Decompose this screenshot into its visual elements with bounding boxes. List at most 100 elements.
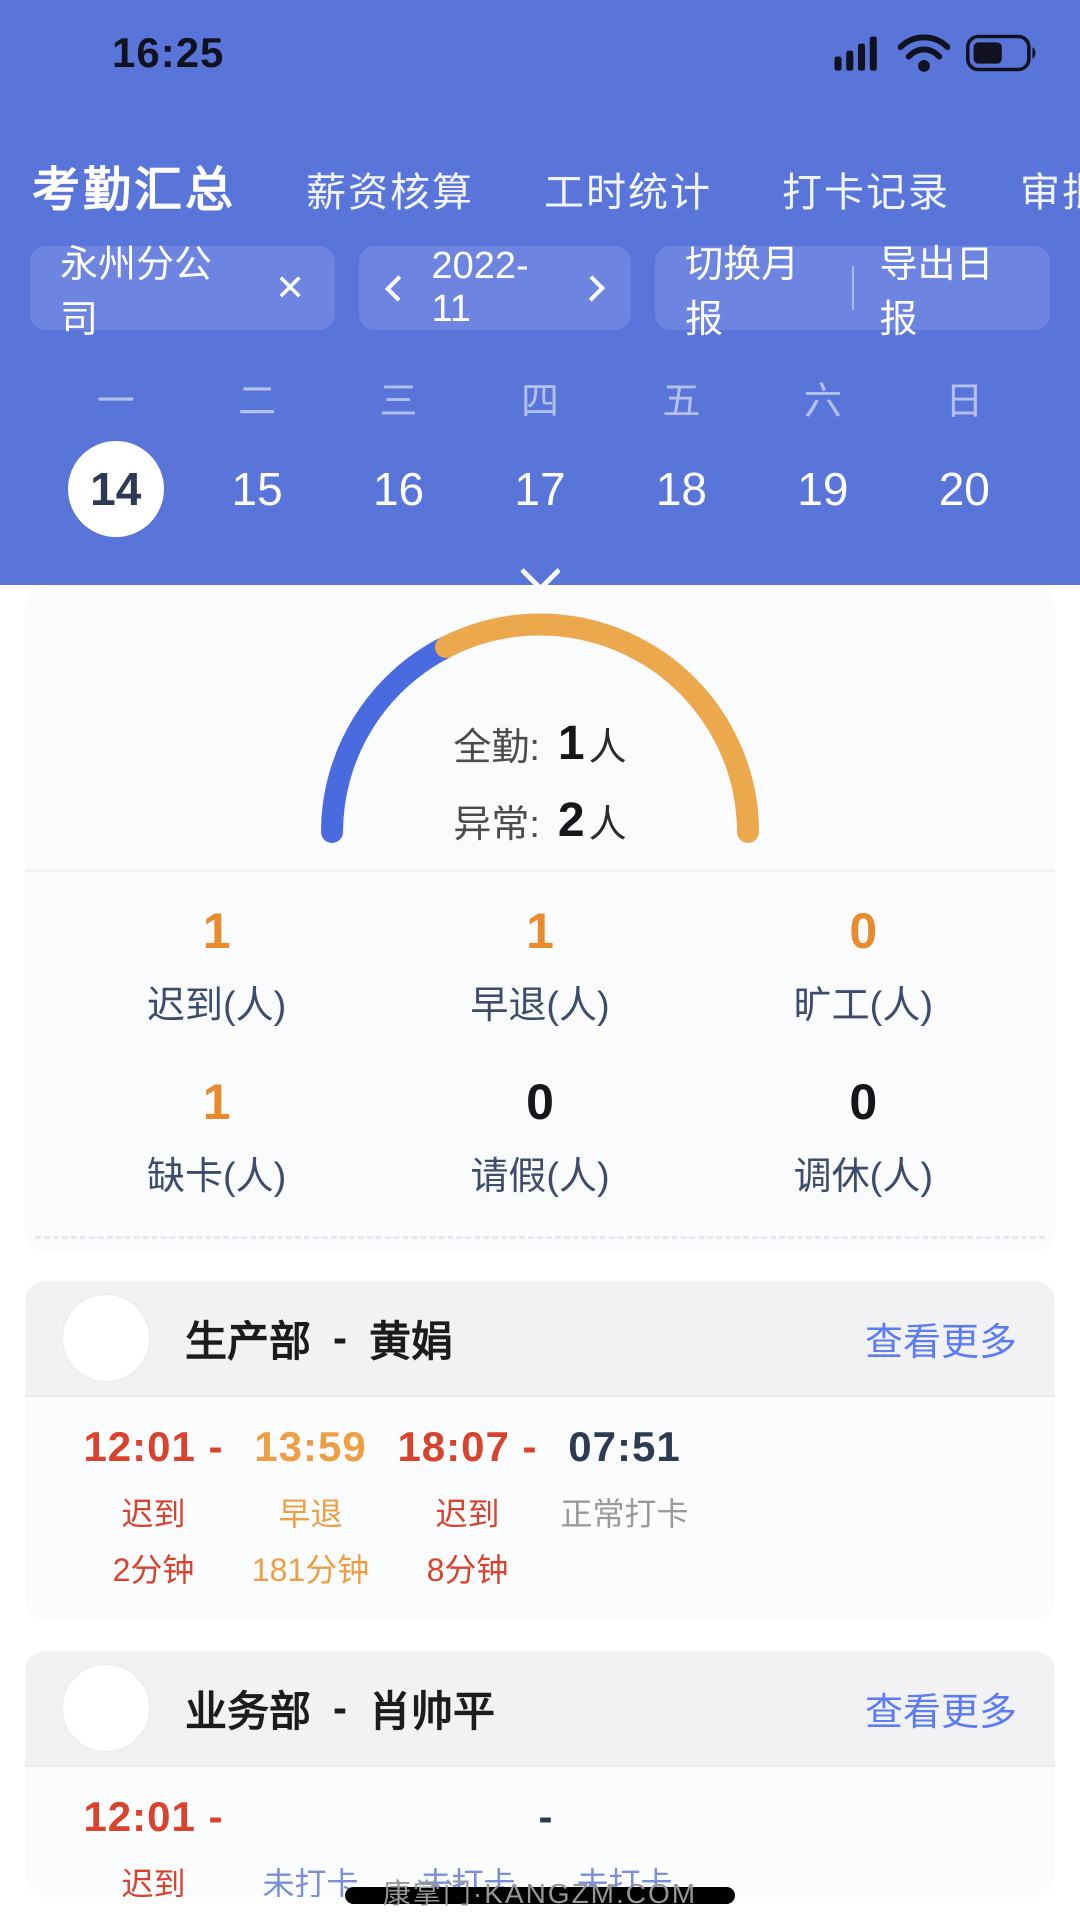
detail-row: 2分钟 181分钟 8分钟 [75, 1535, 1055, 1591]
tab-attendance-summary[interactable]: 考勤汇总 [32, 164, 237, 217]
month-picker: 2022-11 [359, 245, 632, 330]
stat-value: 1 [202, 1074, 231, 1130]
month-value: 2022-11 [431, 245, 529, 330]
stat-late: 1 迟到(人) [55, 902, 378, 1029]
employee-header: 业务部 - 肖帅平 查看更多 [25, 1651, 1055, 1765]
punch-time: 18:07 - [397, 1423, 538, 1470]
title-separator: - [333, 1314, 348, 1361]
home-indicator[interactable] [345, 1887, 735, 1904]
close-icon[interactable]: ✕ [275, 267, 306, 308]
punch-status: 迟到 [121, 1496, 186, 1532]
employee-header: 生产部 - 黄娟 查看更多 [25, 1281, 1055, 1395]
employee-title: 业务部 - 肖帅平 [185, 1678, 495, 1739]
filter-row: 永州分公司 ✕ 2022-11 切换月报 导出日报 [0, 244, 1080, 341]
punch-status: 早退 [278, 1496, 343, 1532]
stat-early-leave: 1 早退(人) [378, 902, 701, 1029]
tab-approval[interactable]: 审批 [1020, 171, 1080, 215]
tab-payroll[interactable]: 薪资核算 [306, 171, 475, 215]
date-cell[interactable]: 16 [372, 463, 425, 515]
stat-label: 缺卡(人) [147, 1156, 287, 1198]
card-divider [25, 870, 1055, 872]
stat-leave: 0 请假(人) [378, 1073, 701, 1200]
date-cell-selected[interactable]: 14 [67, 441, 164, 537]
avatar [63, 1665, 149, 1751]
employee-name: 肖帅平 [369, 1687, 496, 1735]
date-row: 14 15 16 17 18 19 20 [0, 441, 1080, 537]
stat-label: 迟到(人) [147, 985, 287, 1027]
punch-time [232, 1793, 389, 1841]
employee-title: 生产部 - 黄娟 [185, 1308, 453, 1369]
calendar-expand[interactable] [0, 550, 1080, 585]
gauge-chart [321, 613, 759, 843]
view-more-link[interactable]: 查看更多 [864, 1321, 1017, 1364]
status-row: 迟到 早退 迟到 正常打卡 [75, 1471, 1055, 1535]
header: 16:25 [0, 0, 1080, 585]
pill-divider [851, 266, 854, 310]
punch-detail: 2分钟 [112, 1552, 195, 1588]
punch-status: 迟到 [435, 1496, 500, 1532]
employee-dept: 生产部 [185, 1317, 312, 1365]
punch-time: 07:51 [568, 1423, 681, 1470]
status-bar: 16:25 [0, 0, 1080, 78]
title-separator: - [333, 1684, 348, 1731]
stat-missed-punch: 1 缺卡(人) [55, 1073, 378, 1200]
date-cell[interactable]: 20 [938, 463, 990, 515]
avatar [63, 1295, 149, 1381]
stat-value: 0 [849, 903, 878, 959]
date-cell[interactable]: 15 [231, 463, 283, 515]
employee-card: 业务部 - 肖帅平 查看更多 12:01 - - 迟到 未打卡 未打卡 未打卡 … [25, 1651, 1055, 1897]
stat-comp-off: 0 调休(人) [702, 1073, 1025, 1200]
stat-value: 0 [849, 1074, 878, 1130]
times-row: 12:01 - - [75, 1793, 1055, 1841]
weekday-label: 一 [96, 381, 135, 423]
wifi-icon [898, 34, 950, 72]
chevron-right-icon[interactable] [579, 274, 606, 302]
full-attendance-unit: 人 [588, 727, 627, 769]
tab-work-hours[interactable]: 工时统计 [544, 171, 713, 215]
report-actions: 切换月报 导出日报 [655, 244, 1050, 341]
weekday-label: 日 [945, 381, 984, 423]
weekday-label: 三 [379, 381, 418, 423]
employee-card: 生产部 - 黄娟 查看更多 12:01 - 13:59 18:07 - 07:5… [25, 1281, 1055, 1621]
export-daily-report-button[interactable]: 导出日报 [879, 244, 994, 341]
punch-time: 13:59 [254, 1423, 367, 1470]
stats-grid: 1 迟到(人) 1 早退(人) 0 旷工(人) 1 缺卡(人) 0 请假(人) … [25, 872, 1055, 1200]
punch-detail [546, 1545, 703, 1591]
company-filter-chip[interactable]: 永州分公司 ✕ [30, 244, 336, 341]
stat-absent: 0 旷工(人) [702, 902, 1025, 1029]
tab-punch-records[interactable]: 打卡记录 [782, 171, 951, 215]
gauge-segment-full-attendance [321, 636, 457, 843]
date-cell[interactable]: 19 [797, 463, 849, 515]
stat-value: 0 [526, 1074, 554, 1130]
punch-status: 正常打卡 [560, 1496, 689, 1532]
weekday-row: 一 二 三 四 五 六 日 [0, 370, 1080, 425]
employee-dept: 业务部 [185, 1687, 312, 1735]
gauge-text: 全勤: 1 人 异常: 2 人 [453, 716, 626, 870]
abnormal-value: 2 [557, 794, 585, 847]
status-icons [834, 33, 1040, 73]
chevron-down-icon[interactable] [519, 550, 561, 585]
full-attendance-label: 全勤: [453, 727, 540, 769]
punch-status: 迟到 [121, 1866, 186, 1897]
cellular-signal-icon [834, 36, 877, 71]
watermark-text: 康掌门·KANGZM.COM [382, 1878, 698, 1909]
battery-icon [966, 34, 1036, 72]
punch-time: 12:01 - [83, 1423, 224, 1470]
status-time: 16:25 [112, 29, 225, 76]
date-cell[interactable]: 18 [655, 463, 707, 515]
punch-detail: 181分钟 [251, 1552, 370, 1588]
stat-value: 1 [526, 903, 554, 959]
view-more-link[interactable]: 查看更多 [864, 1691, 1017, 1734]
employee-name: 黄娟 [369, 1317, 454, 1365]
stat-label: 调休(人) [793, 1156, 933, 1198]
stat-label: 旷工(人) [793, 985, 933, 1027]
chevron-left-icon[interactable] [385, 274, 412, 302]
punch-detail: 8分钟 [426, 1552, 509, 1588]
punch-time: 12:01 - [83, 1793, 224, 1840]
date-cell[interactable]: 17 [514, 463, 566, 515]
top-tab-bar: 考勤汇总 薪资核算 工时统计 打卡记录 审批 [0, 150, 1080, 220]
toggle-monthly-report-button[interactable]: 切换月报 [685, 244, 800, 341]
punch-status: 未打卡 [262, 1866, 359, 1897]
gauge-segment-abnormal [435, 613, 759, 843]
